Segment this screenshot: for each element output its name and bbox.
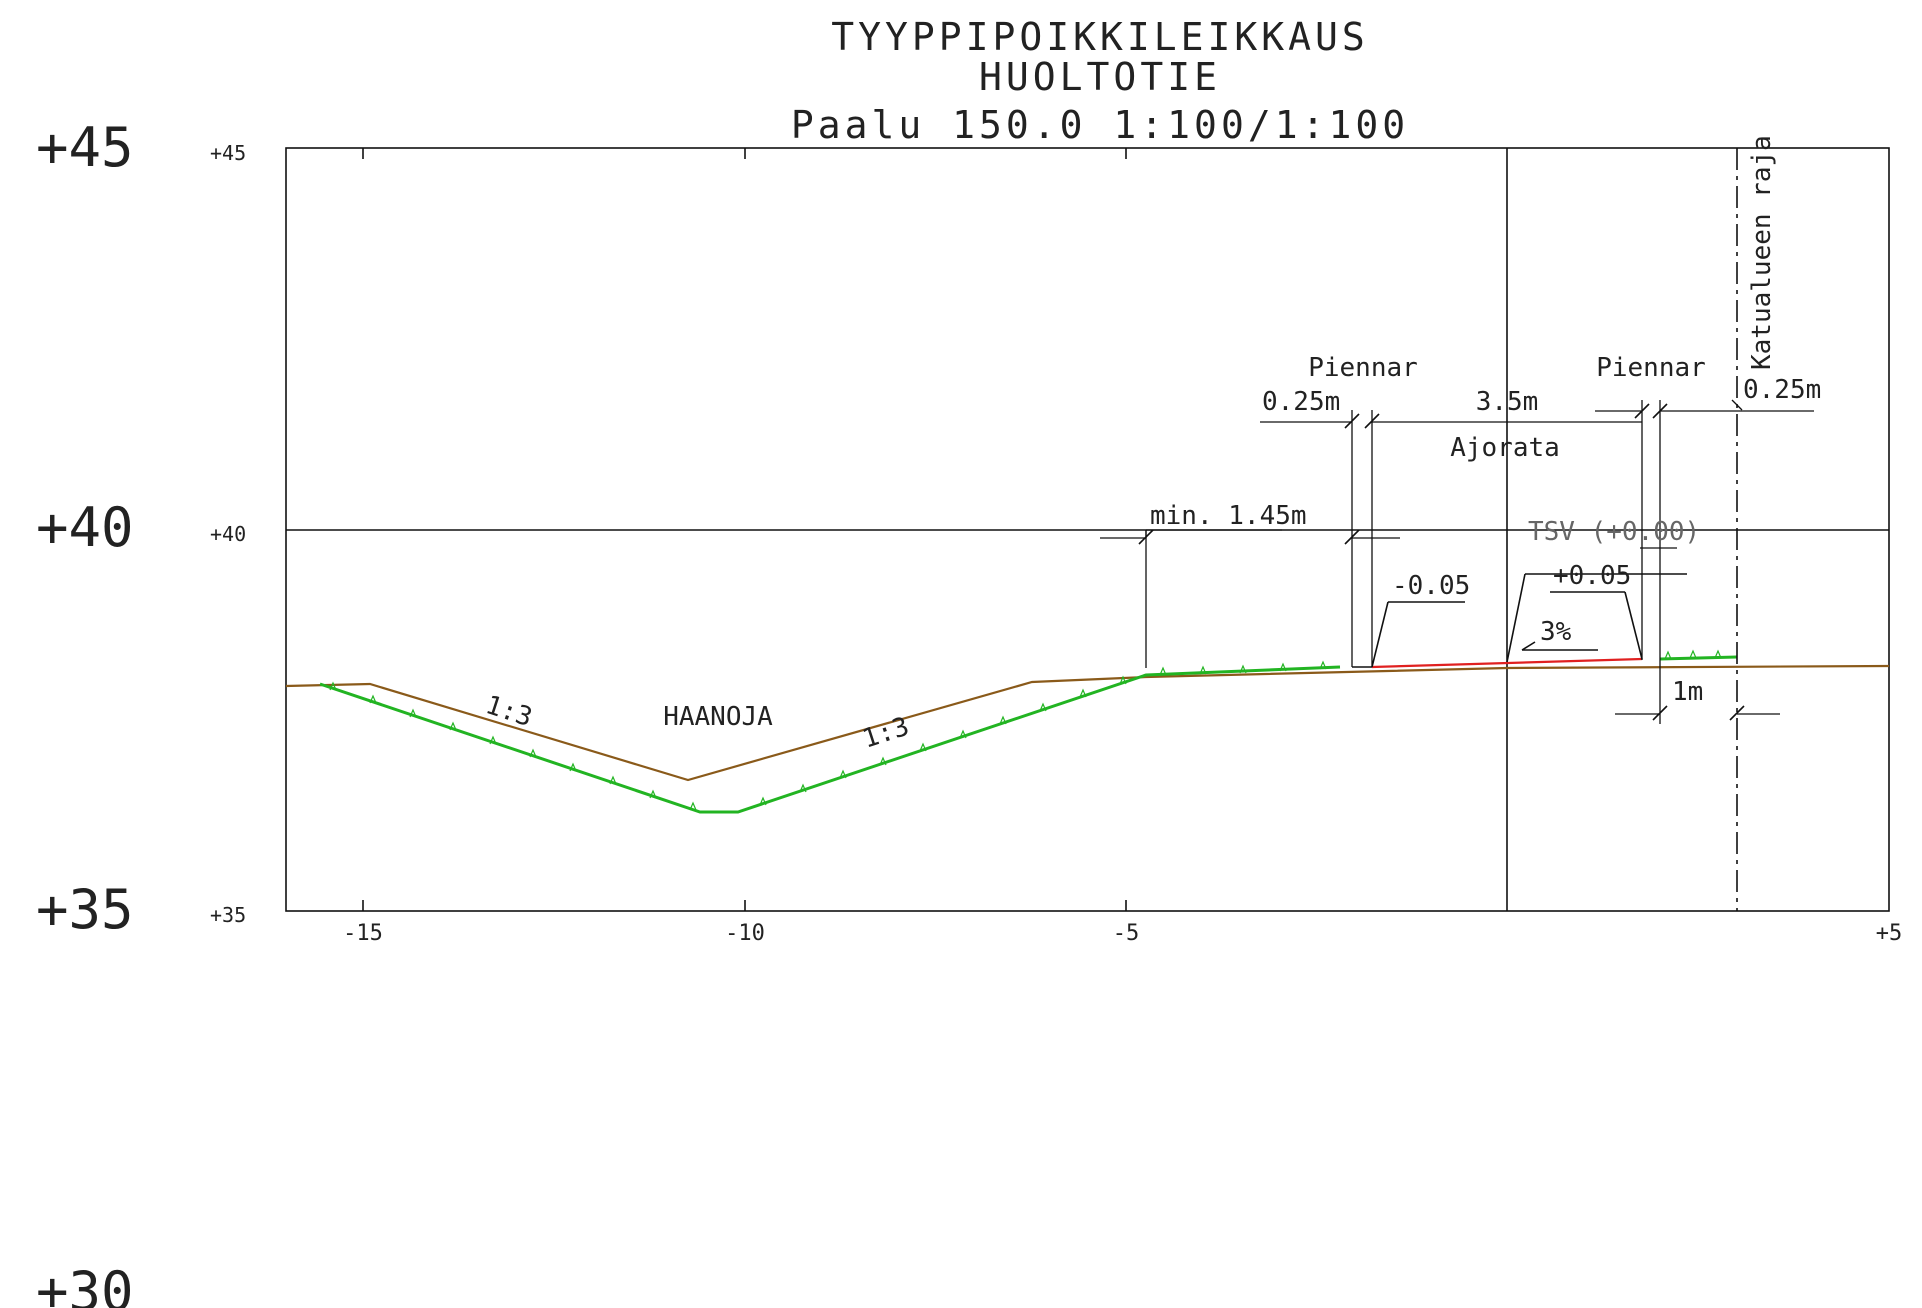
elevation-label-small-40: +40 xyxy=(210,522,246,546)
elevation-label-small-45: +45 xyxy=(210,141,246,165)
label-slope-13-left: 1:3 xyxy=(482,690,536,733)
road-edges xyxy=(1352,573,1687,668)
label-minus-005: -0.05 xyxy=(1392,571,1470,601)
drawing-station-scale: Paalu 150.0 1:100/1:100 xyxy=(791,103,1409,147)
drawing-title: TYYPPIPOIKKILEIKKAUS xyxy=(831,15,1369,59)
label-slope-3pct: 3% xyxy=(1540,617,1572,647)
elevation-label-big-40: +40 xyxy=(36,496,134,559)
label-haanoja: HAANOJA xyxy=(663,702,773,732)
elevation-label-big-35: +35 xyxy=(36,878,134,941)
label-dim-025-left: 0.25m xyxy=(1262,387,1340,417)
elevation-label-big-45: +45 xyxy=(36,116,134,179)
label-dim-025-right: 0.25m xyxy=(1743,375,1821,405)
label-tsv: TSV (+0.00) xyxy=(1528,517,1700,547)
elevation-label-small-35: +35 xyxy=(210,903,246,927)
grass-hatching xyxy=(329,649,1722,811)
label-min-145: min. 1.45m xyxy=(1150,501,1307,531)
x-tick-label-minus5: -5 xyxy=(1113,921,1140,946)
shoulder-grass-right xyxy=(1659,655,1738,661)
label-katualueen-raja: Katualueen raja xyxy=(1747,135,1777,370)
existing-ground-line xyxy=(285,664,1890,782)
ditch-grass-profile xyxy=(319,665,1341,814)
label-dim-35: 3.5m xyxy=(1476,387,1539,417)
x-tick-label-minus15: -15 xyxy=(343,921,383,946)
x-tick-label-minus10: -10 xyxy=(725,921,765,946)
label-ajorata: Ajorata xyxy=(1450,433,1560,463)
elevation-label-big-30: +30 xyxy=(36,1260,134,1308)
label-piennar-right: Piennar xyxy=(1596,353,1706,383)
dimension-ticks xyxy=(1138,403,1745,721)
frame-ticks xyxy=(362,148,1127,911)
drawing-subtitle: HUOLTOTIE xyxy=(979,55,1221,99)
label-plus-005: +0.05 xyxy=(1553,561,1631,591)
road-surface xyxy=(1371,657,1643,669)
label-slope-13-right: 1:3 xyxy=(859,712,913,755)
x-tick-label-plus5: +5 xyxy=(1876,921,1903,946)
dimension-lines xyxy=(1100,399,1814,715)
label-piennar-left: Piennar xyxy=(1308,353,1418,383)
label-dim-1m: 1m xyxy=(1672,677,1703,707)
